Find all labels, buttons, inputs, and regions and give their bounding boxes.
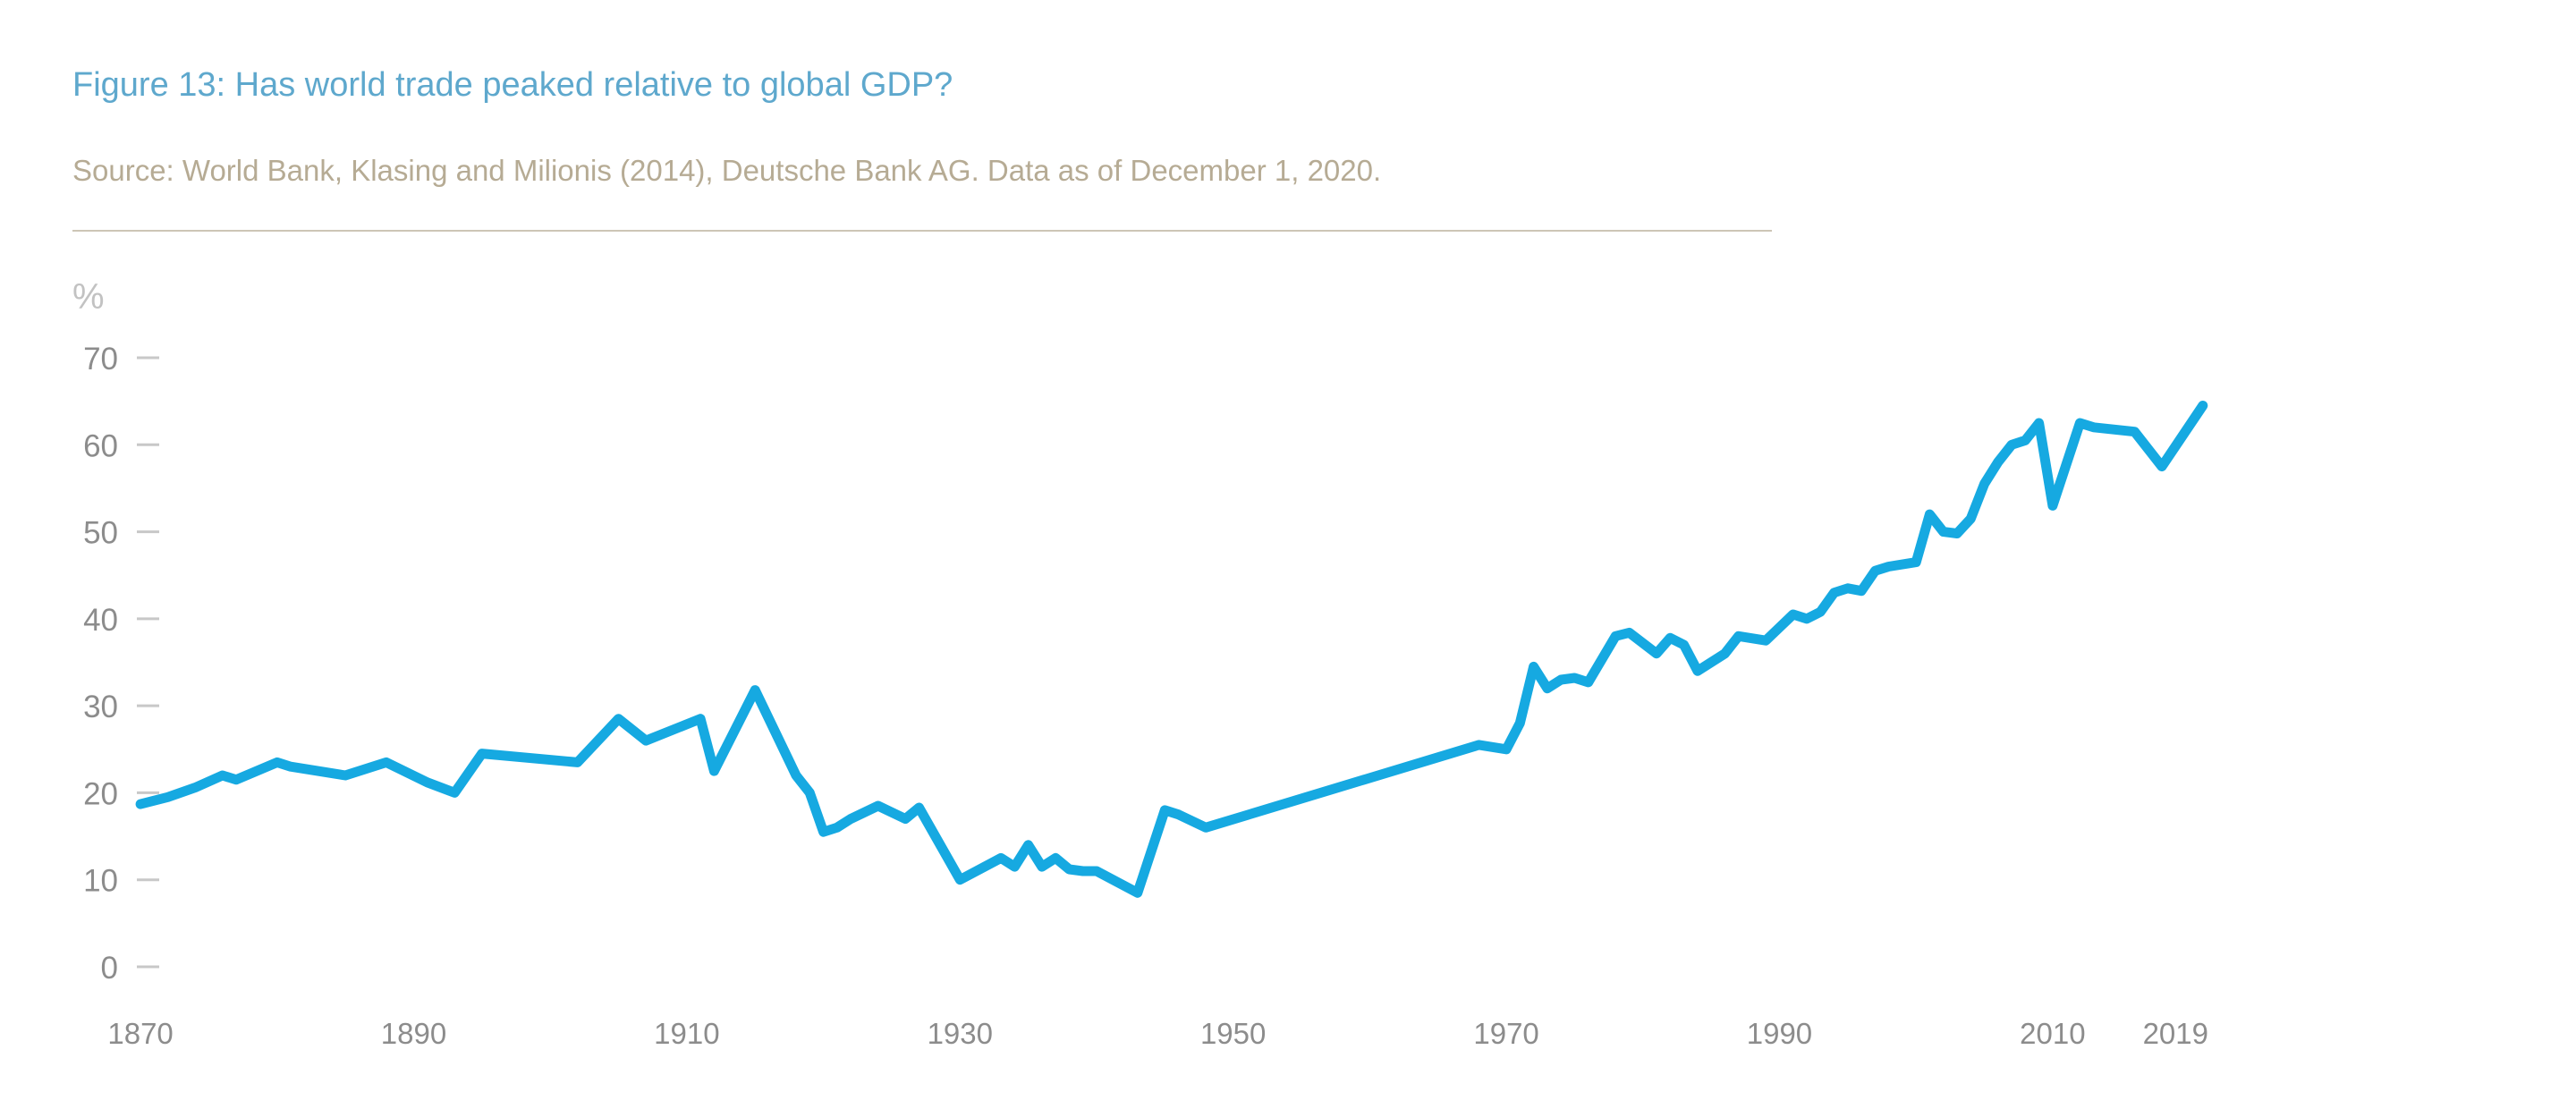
x-tick-label: 1870 [107, 1017, 173, 1050]
y-tick-label: 30 [83, 690, 118, 724]
x-tick-label: 1890 [381, 1017, 446, 1050]
y-tick-label: 20 [83, 776, 118, 811]
header-divider [72, 230, 1772, 232]
x-axis: 1870 1890 1910 1930 1950 1970 1990 2010 2019 [107, 1017, 2208, 1050]
x-tick-label: 1990 [1747, 1017, 1812, 1050]
y-tick-label: 50 [83, 516, 118, 551]
y-tick-label: 60 [83, 428, 118, 463]
y-tick-label: 10 [83, 864, 118, 899]
x-tick-label: 2010 [2020, 1017, 2085, 1050]
x-tick-label: 1910 [654, 1017, 719, 1050]
y-axis: 0 10 20 30 40 50 60 70 [83, 342, 159, 986]
x-tick-label: 1930 [928, 1017, 993, 1050]
x-tick-label: 1970 [1473, 1017, 1538, 1050]
y-tick-label: 0 [101, 951, 118, 986]
y-axis-unit-label: % [72, 277, 105, 317]
y-tick-label: 40 [83, 603, 118, 638]
chart-source: Source: World Bank, Klasing and Milionis… [72, 154, 1382, 187]
y-tick-label: 70 [83, 342, 118, 377]
chart-title: Figure 13: Has world trade peaked relati… [72, 66, 953, 104]
x-tick-label: 2019 [2143, 1017, 2208, 1050]
x-tick-label: 1950 [1200, 1017, 1266, 1050]
series-line-world-trade [135, 401, 2208, 898]
